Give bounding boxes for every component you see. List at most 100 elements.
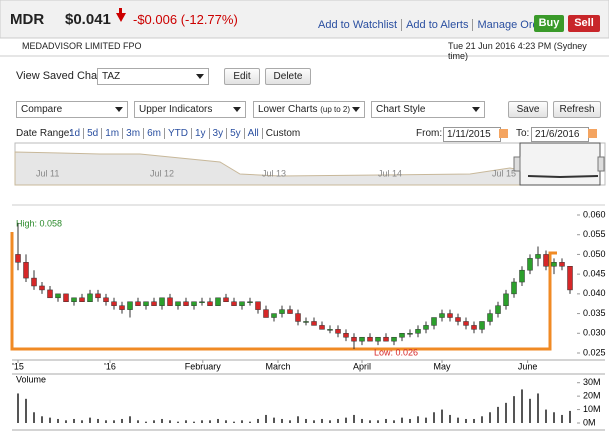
y-tick-label: 0.055 [583,229,606,239]
volume-bar [113,420,115,423]
volume-bar [457,417,459,423]
volume-bar [89,417,91,423]
candle-body [95,293,101,299]
navigator-label: Jul 14 [378,168,402,178]
sell-button[interactable]: Sell [568,15,600,32]
candle-body [287,309,293,314]
date-range-option[interactable]: 3y [208,128,227,139]
volume-bar [545,409,547,423]
watchlist-link[interactable]: Add to Watchlist [318,19,398,31]
candle-body [535,254,541,259]
company-name: MEDADVISOR LIMITED FPO [22,41,142,51]
date-range-option[interactable]: 3m [122,128,144,139]
lower-select[interactable]: Lower Charts (up to 2) [253,101,365,118]
volume-bar [145,421,147,423]
volume-tick-label: 10M [583,404,601,414]
candle-body [183,301,189,306]
buy-button[interactable]: Buy [534,15,564,32]
navigator-label: Jul 13 [262,168,286,178]
candle-body [527,258,533,271]
date-range-option[interactable]: 5d [83,128,102,139]
navigator-handle[interactable] [597,156,605,172]
y-tick-label: 0.025 [583,347,606,357]
style-select[interactable]: Chart Style [371,101,485,118]
volume-bar [345,417,347,423]
navigator-label: Jul 15 [492,168,516,178]
candle-body [351,336,357,342]
date-range-options: 1d 5d 1m 3m 6m YTD 1y 3y 5y All Custom [66,128,304,139]
to-input[interactable]: 21/6/2016 [531,127,589,142]
volume-bar [41,416,43,423]
price-change: -$0.006 (-12.77%) [133,12,238,27]
candle-body [479,321,485,330]
date-range-option[interactable]: 1d [69,128,81,139]
high-label: High: 0.058 [16,218,62,228]
volume-bar [409,418,411,423]
navigator-window [519,142,601,186]
candle-body [175,301,181,306]
y-tick-label: 0.050 [583,249,606,259]
calendar-icon[interactable] [588,129,597,138]
navigator-label: Jul 12 [150,168,174,178]
date-range-option[interactable]: 1y [190,128,209,139]
saved-chart-select[interactable]: TAZ [97,68,209,85]
calendar-icon[interactable] [499,129,508,138]
candle-body [103,297,109,302]
candle-body [271,313,277,318]
compare-select[interactable]: Compare [16,101,128,118]
navigator-handle[interactable] [513,156,521,172]
y-tick-label: 0.060 [583,209,606,219]
candle-body [239,301,245,306]
date-range-option[interactable]: All [243,128,262,139]
x-tick-label: '15 [12,361,24,371]
low-label: Low: 0.026 [374,347,418,357]
save-button[interactable]: Save [508,101,548,118]
x-tick-label: April [353,361,371,371]
volume-bar [313,420,315,423]
candle-body [55,293,61,299]
date-range-option[interactable]: 5y [226,128,244,139]
volume-bar [473,418,475,423]
delete-button[interactable]: Delete [265,68,311,85]
volume-bar [385,418,387,423]
volume-bar [65,420,67,423]
upper-select[interactable]: Upper Indicators [134,101,246,118]
alerts-link[interactable]: Add to Alerts [401,19,473,31]
candle-body [407,333,413,335]
header-bar [0,0,609,39]
lower-note: (up to 2) [320,105,351,114]
date-range-option[interactable]: YTD [163,128,191,139]
date-range-option[interactable]: 6m [143,128,164,139]
candle-body [431,317,437,326]
volume-bar [209,420,211,423]
volume-bar [217,418,219,423]
refresh-button[interactable]: Refresh [553,101,601,118]
candle-body [119,305,125,310]
date-range-option[interactable]: Custom [261,128,304,139]
volume-bar [433,412,435,423]
candle-body [511,281,517,295]
edit-button[interactable]: Edit [224,68,260,85]
volume-bar [105,420,107,423]
volume-bar [121,418,123,423]
candle-body [415,329,421,334]
from-input[interactable]: 1/11/2015 [443,127,501,142]
candle-body [71,297,77,302]
from-label: From: [416,128,443,139]
volume-bar [537,393,539,423]
volume-bar [265,414,267,423]
volume-bar [337,418,339,423]
volume-bar [185,420,187,423]
date-range-option[interactable]: 1m [101,128,123,139]
candle-body [471,325,477,330]
volume-bar [401,417,403,423]
volume-tick-label: 20M [583,391,601,401]
candle-body [47,289,53,299]
volume-bar [97,418,99,423]
candle-body [167,297,173,306]
header-links: Add to Watchlist Add to Alerts Manage Orde… [318,19,554,31]
volume-title: Volume [16,374,46,384]
volume-bar [321,418,323,423]
candle-body [463,321,469,326]
